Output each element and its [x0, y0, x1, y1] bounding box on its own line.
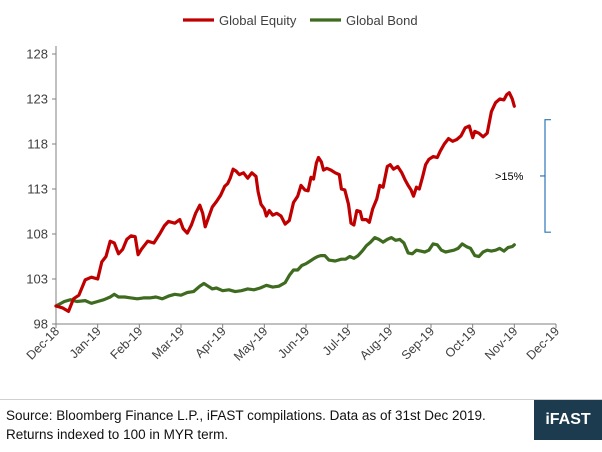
legend-label-global-equity: Global Equity	[219, 13, 297, 28]
y-tick-label: 98	[34, 317, 48, 332]
source-line-1: Source: Bloomberg Finance L.P., iFAST co…	[6, 408, 486, 423]
x-tick-label: Apr-19	[192, 324, 228, 360]
y-tick-label: 128	[26, 47, 48, 62]
source-line-2: Returns indexed to 100 in MYR term.	[6, 427, 229, 442]
y-tick-label: 113	[27, 182, 48, 197]
x-tick-label: Mar-19	[149, 324, 187, 362]
footer: Source: Bloomberg Finance L.P., iFAST co…	[0, 400, 602, 452]
y-tick-label: 108	[26, 227, 48, 242]
x-axis: Dec-18 Jan-19 Feb-19 Mar-19 Apr-19 May-19 Jun-…	[24, 323, 562, 364]
y-tick-label: 118	[27, 137, 48, 152]
series-layer	[54, 91, 516, 313]
x-tick-label: Feb-19	[108, 324, 146, 362]
source-note: Source: Bloomberg Finance L.P., iFAST co…	[6, 406, 486, 444]
legend: Global Equity Global Bond	[183, 13, 418, 28]
y-axis: 98 103 108 113 118 123 128	[26, 46, 57, 332]
x-tick-label: Sep-19	[399, 324, 437, 362]
ifast-logo: iFAST	[534, 400, 602, 440]
x-tick-label: Aug-19	[357, 324, 395, 362]
annotation-layer: >15%	[495, 119, 551, 233]
series-line-global-bond	[54, 236, 516, 308]
annotation-label: >15%	[495, 171, 524, 183]
annotation-bracket	[544, 119, 551, 233]
x-tick-label: May-19	[231, 324, 270, 363]
x-tick-label: Jan-19	[67, 324, 104, 361]
y-tick-label: 123	[26, 92, 48, 107]
y-tick-label: 103	[26, 272, 48, 287]
x-tick-label: Dec-19	[524, 324, 562, 362]
x-tick-label: Jul-19	[320, 324, 354, 358]
x-tick-label: Nov-19	[482, 324, 520, 362]
logo-text: iFAST	[545, 411, 591, 428]
legend-label-global-bond: Global Bond	[346, 13, 418, 28]
x-tick-label: Jun-19	[275, 324, 312, 361]
line-chart: Global Equity Global Bond 98 103 108 113 118…	[24, 13, 562, 364]
footer-separator	[0, 399, 602, 400]
series-line-global-equity	[54, 91, 516, 313]
x-tick-label: Oct-19	[442, 324, 478, 360]
